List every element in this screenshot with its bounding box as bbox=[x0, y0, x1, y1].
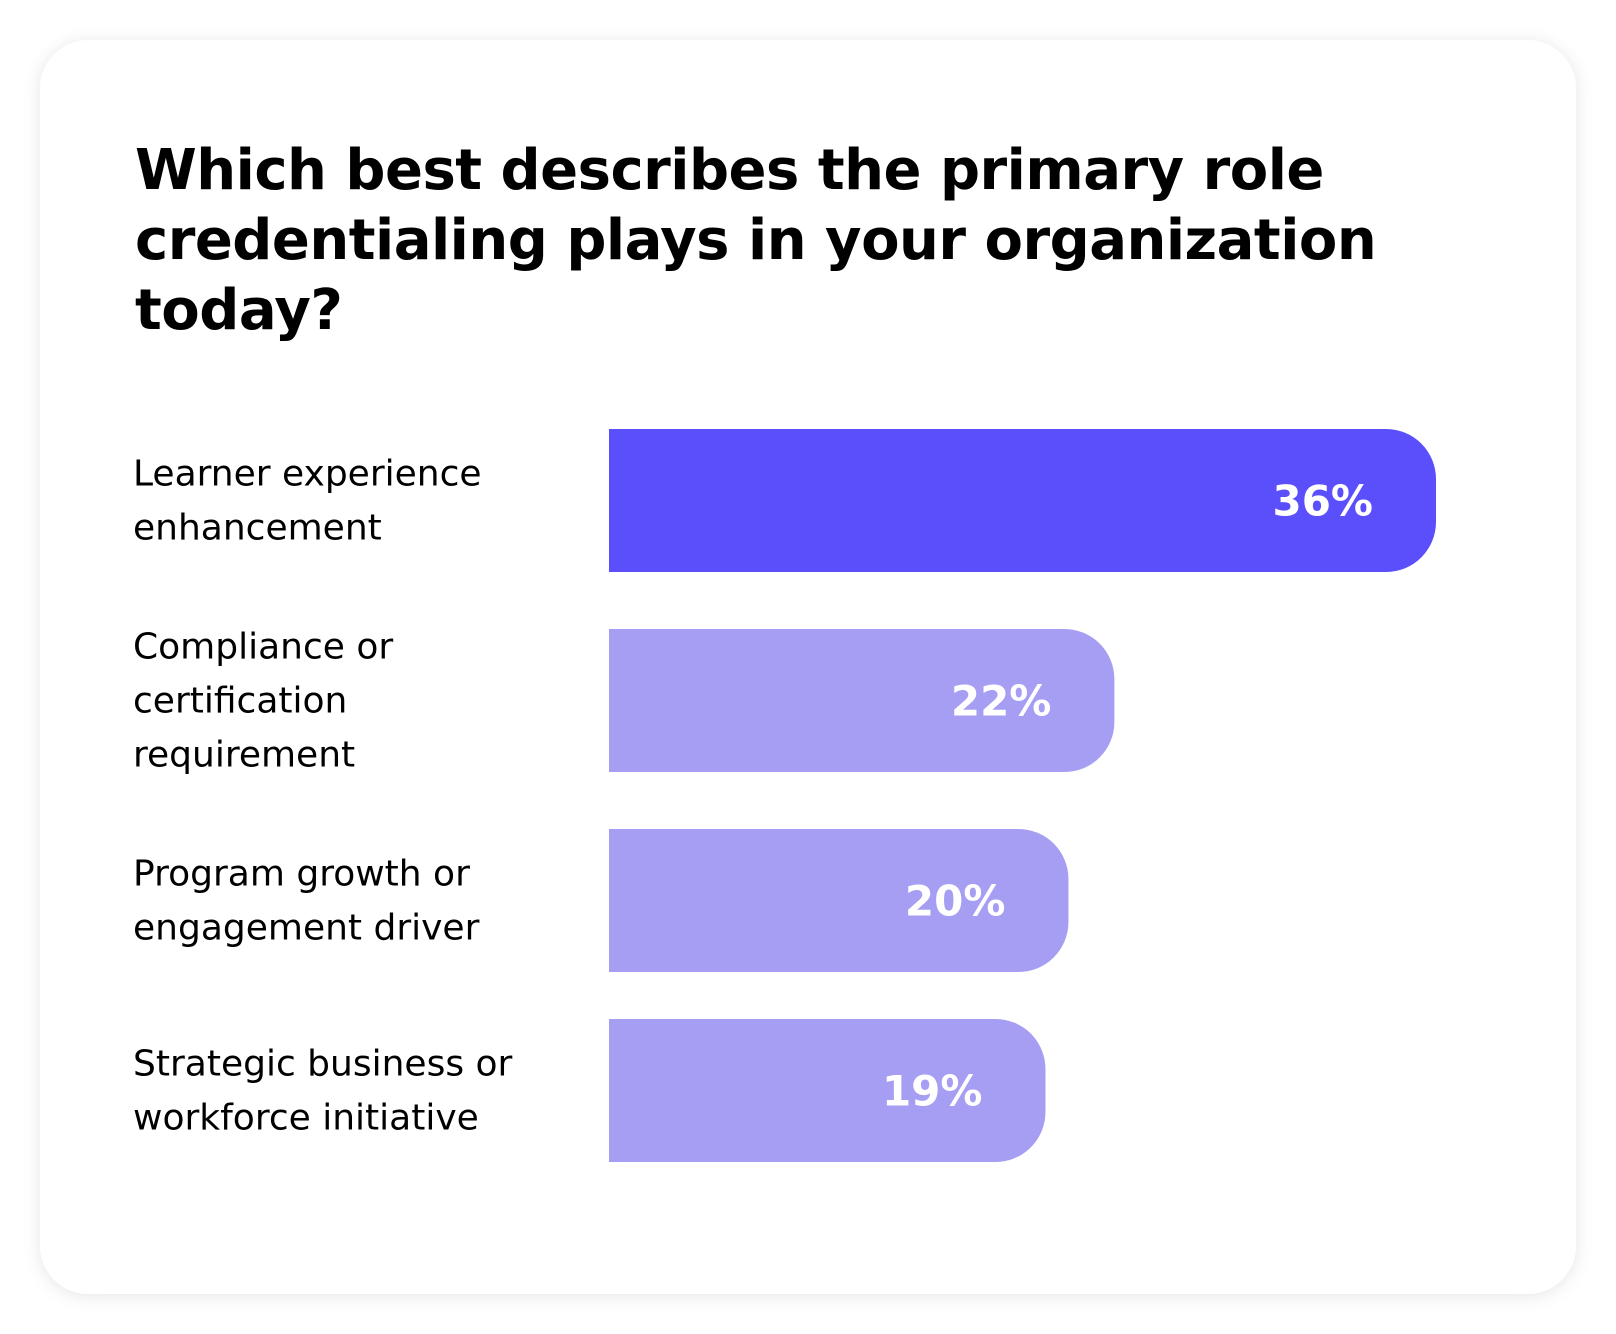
bar bbox=[609, 829, 1069, 972]
bar-value-label: 36% bbox=[1272, 477, 1373, 526]
category-label-line: workforce initiative bbox=[133, 1098, 479, 1139]
category-label-line: Learner experience bbox=[133, 454, 482, 495]
chart-title: Which best describes the primary role cr… bbox=[135, 138, 1377, 343]
category-label-line: certification bbox=[133, 681, 347, 722]
bar-value-label: 22% bbox=[951, 677, 1052, 726]
category-label: Learner experience enhancement bbox=[133, 454, 482, 549]
category-label: Program growth or engagement driver bbox=[133, 854, 480, 949]
category-label-line: enhancement bbox=[133, 508, 382, 549]
category-label-line: requirement bbox=[133, 735, 355, 776]
category-label-line: Program growth or bbox=[133, 854, 470, 895]
bar bbox=[609, 629, 1115, 772]
bar-value-label: 20% bbox=[905, 877, 1006, 926]
category-label-line: Compliance or bbox=[133, 627, 393, 668]
bar bbox=[609, 1019, 1046, 1162]
category-label-line: Strategic business or bbox=[133, 1044, 513, 1085]
category-label: Compliance or certification requirement bbox=[133, 627, 393, 776]
category-label: Strategic business or workforce initiativ… bbox=[133, 1044, 513, 1139]
bar-value-label: 19% bbox=[882, 1067, 983, 1116]
category-label-line: engagement driver bbox=[133, 908, 480, 949]
bar bbox=[609, 429, 1436, 572]
